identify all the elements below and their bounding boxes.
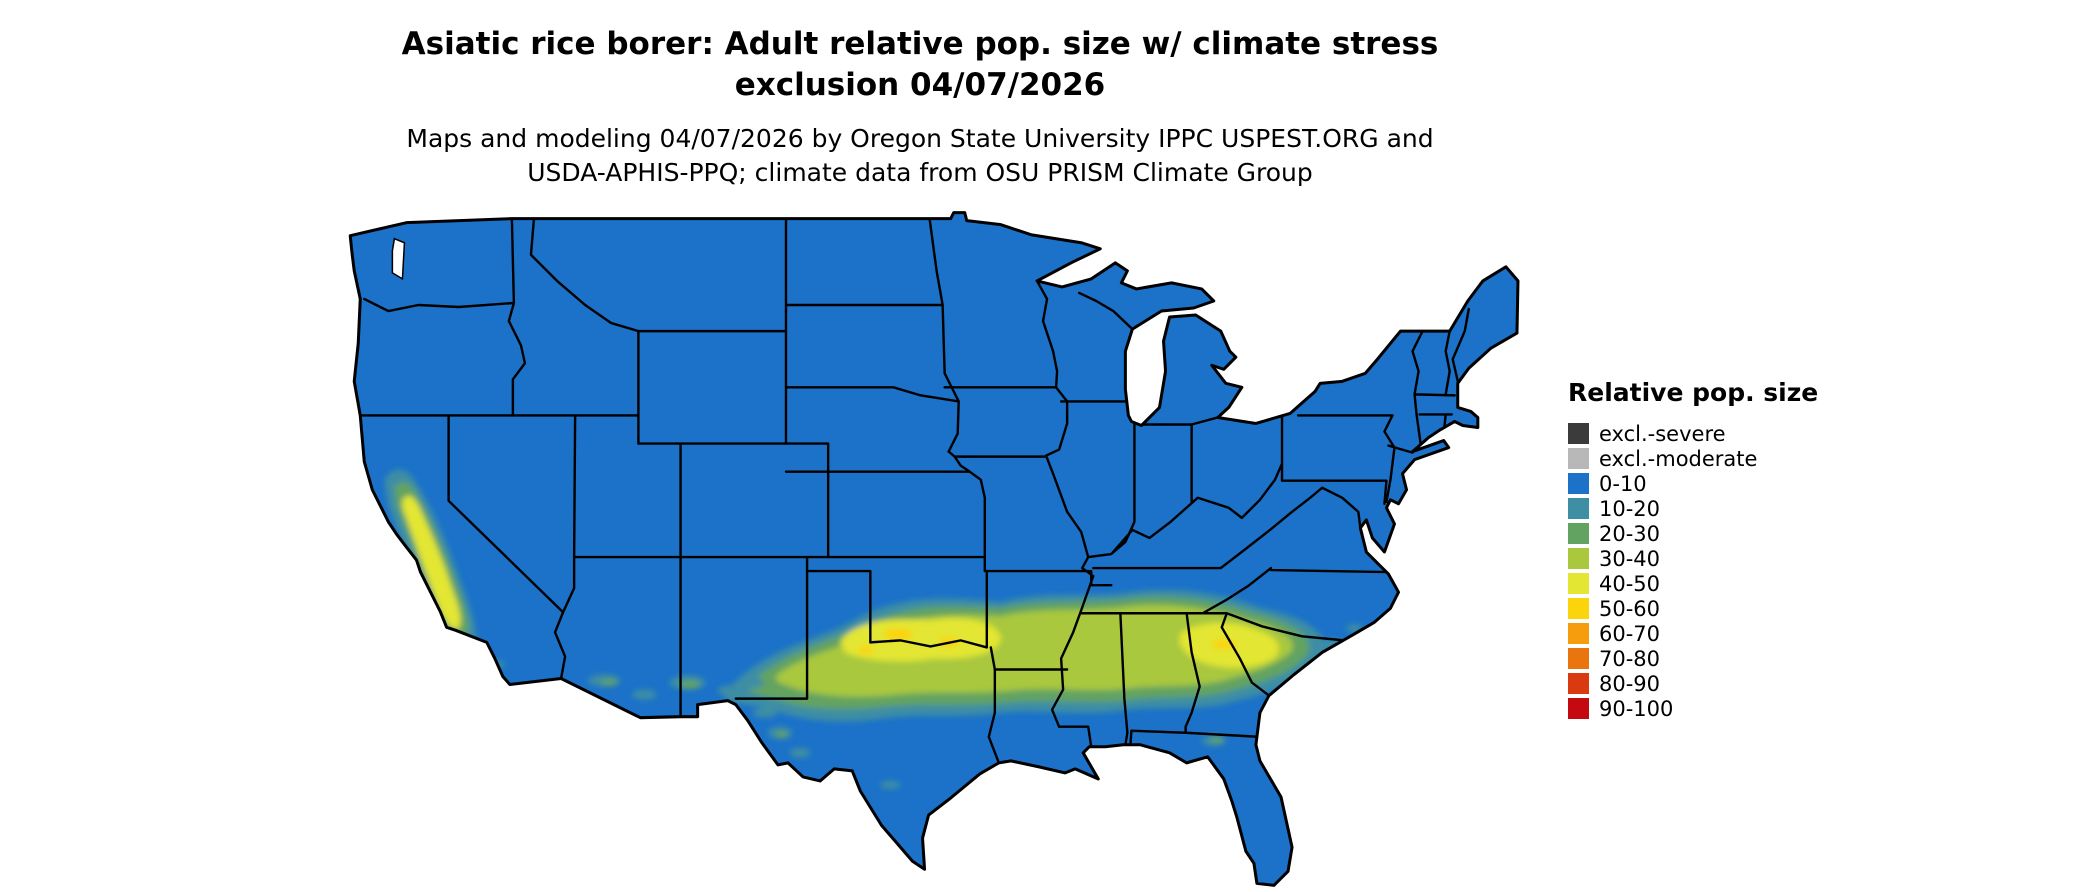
legend-swatch	[1568, 423, 1589, 444]
legend-label: 40-50	[1599, 571, 1661, 596]
legend-title: Relative pop. size	[1568, 378, 1819, 407]
page-title: Asiatic rice borer: Adult relative pop. …	[20, 24, 1820, 106]
legend-item: 60-70	[1568, 621, 1898, 646]
subtitle-line-1: Maps and modeling 04/07/2026 by Oregon S…	[406, 124, 1434, 153]
population-bands	[384, 469, 1363, 789]
legend-label: 80-90	[1599, 671, 1661, 696]
legend-swatch	[1568, 698, 1589, 719]
state-borders	[359, 217, 1470, 765]
legend-item: 70-80	[1568, 646, 1898, 671]
us-map	[298, 210, 1523, 889]
legend-label: 70-80	[1599, 646, 1661, 671]
legend-items: excl.-severe excl.-moderate 0-10 10-20	[1568, 421, 1898, 721]
legend: Relative pop. size excl.-severe excl.-mo…	[1568, 378, 1898, 721]
legend-item: 90-100	[1568, 696, 1898, 721]
legend-label: 0-10	[1599, 471, 1647, 496]
map-layers	[350, 212, 1518, 886]
legend-swatch	[1568, 623, 1589, 644]
legend-item: excl.-moderate	[1568, 446, 1898, 471]
legend-swatch	[1568, 673, 1589, 694]
title-line-2: exclusion 04/07/2026	[734, 67, 1106, 103]
legend-swatch	[1568, 573, 1589, 594]
title-line-1: Asiatic rice borer: Adult relative pop. …	[401, 26, 1439, 62]
legend-label: 50-60	[1599, 596, 1661, 621]
legend-item: 0-10	[1568, 471, 1898, 496]
land-base	[350, 212, 1518, 886]
us-map-svg	[348, 211, 1520, 887]
valley-ca-40-50	[402, 495, 461, 630]
subtitle-line-2: USDA-APHIS-PPQ; climate data from OSU PR…	[527, 158, 1313, 187]
puget-sound-water	[391, 237, 406, 281]
legend-swatch	[1568, 523, 1589, 544]
legend-swatch	[1568, 548, 1589, 569]
band-core-west-40-50	[840, 618, 1001, 662]
legend-label: 60-70	[1599, 621, 1661, 646]
legend-item: excl.-severe	[1568, 421, 1898, 446]
legend-item: 40-50	[1568, 571, 1898, 596]
legend-swatch	[1568, 598, 1589, 619]
page-subtitle: Maps and modeling 04/07/2026 by Oregon S…	[20, 122, 1820, 190]
legend-swatch	[1568, 473, 1589, 494]
legend-label: excl.-severe	[1599, 421, 1726, 446]
legend-label: excl.-moderate	[1599, 446, 1758, 471]
legend-label: 30-40	[1599, 546, 1661, 571]
legend-swatch	[1568, 448, 1589, 469]
legend-swatch	[1568, 648, 1589, 669]
specks-20-30	[601, 679, 1224, 743]
legend-item: 10-20	[1568, 496, 1898, 521]
legend-label: 20-30	[1599, 521, 1661, 546]
legend-item: 20-30	[1568, 521, 1898, 546]
legend-label: 90-100	[1599, 696, 1674, 721]
legend-swatch	[1568, 498, 1589, 519]
legend-item: 80-90	[1568, 671, 1898, 696]
legend-item: 30-40	[1568, 546, 1898, 571]
legend-item: 50-60	[1568, 596, 1898, 621]
legend-label: 10-20	[1599, 496, 1661, 521]
